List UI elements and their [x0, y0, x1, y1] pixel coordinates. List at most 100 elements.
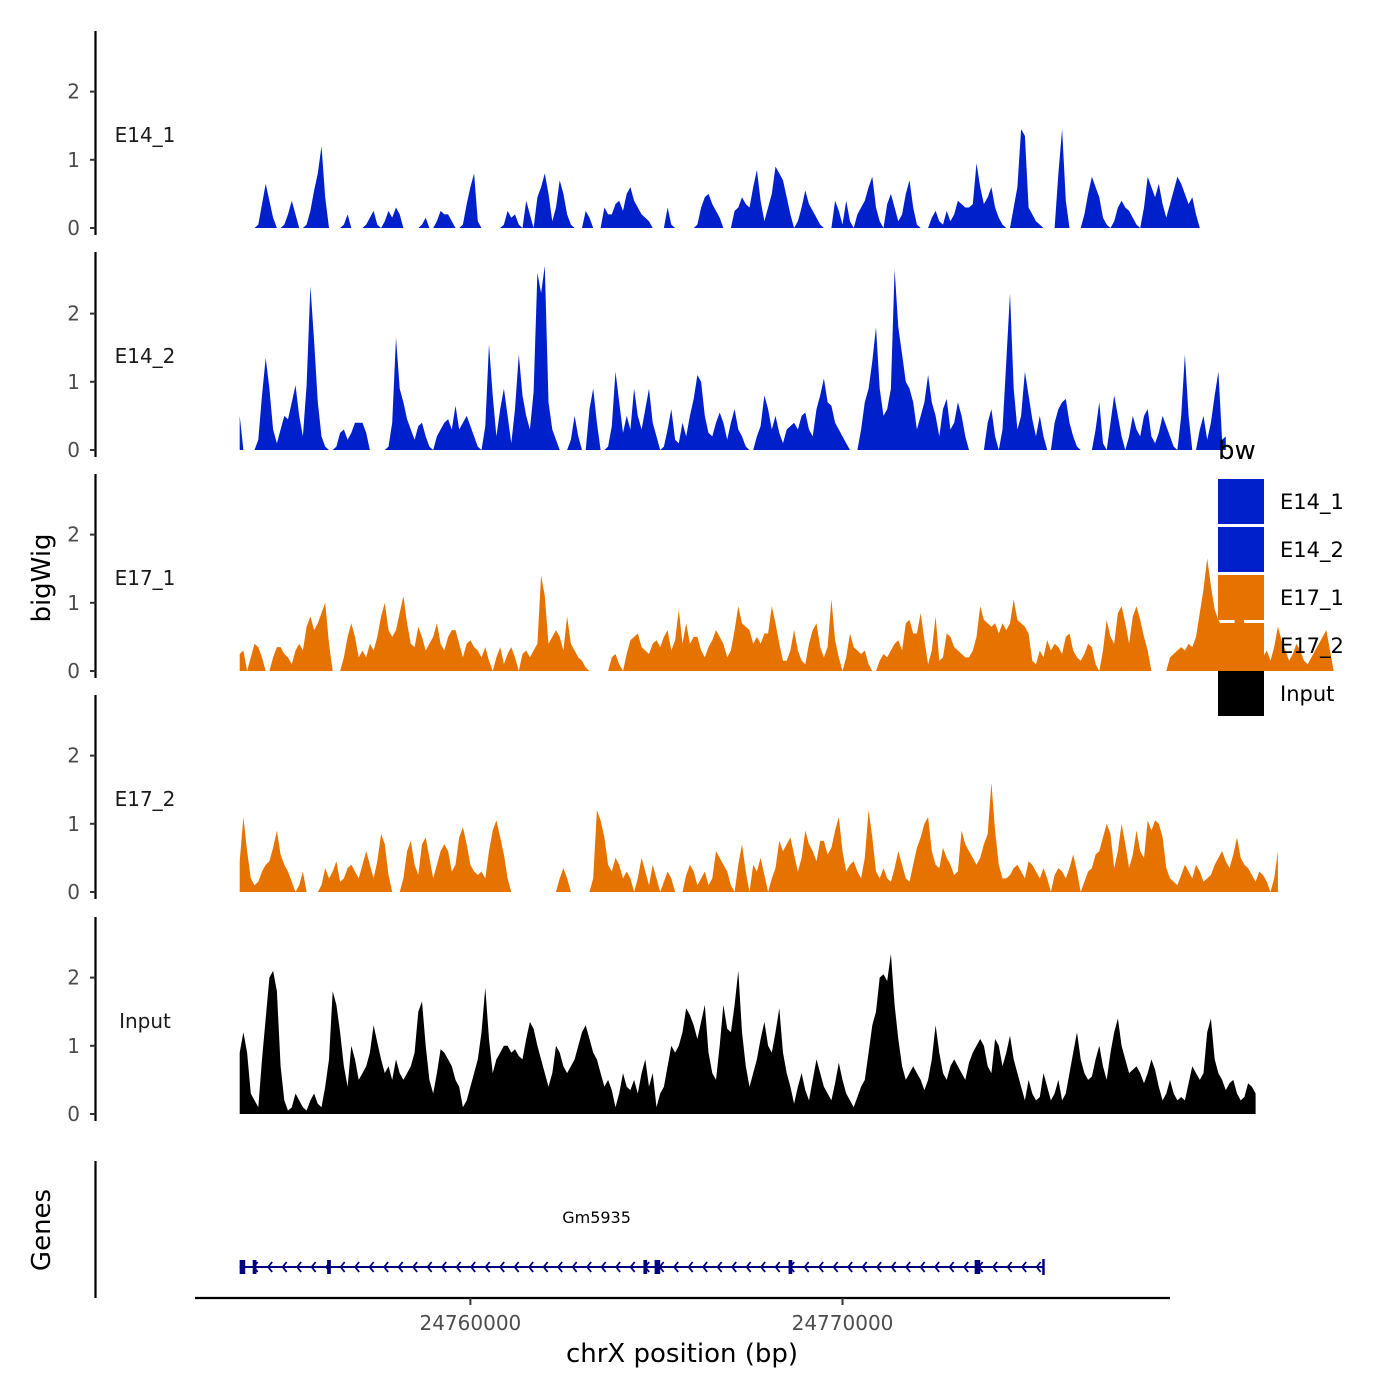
gene-Gm5935: Gm5935 — [239, 1208, 1045, 1275]
strand-arrow — [861, 1261, 868, 1273]
strand-arrow — [1021, 1261, 1027, 1273]
y-axis-title: bigWig — [27, 533, 57, 622]
y-tick-label: 2 — [67, 80, 80, 104]
y-tick-label: 2 — [67, 523, 80, 547]
legend-label: Input — [1280, 682, 1334, 706]
x-ticks: 24760000 24770000 — [419, 1298, 893, 1335]
strand-arrow — [731, 1261, 737, 1273]
strand-arrow — [455, 1261, 462, 1273]
legend-entry-E17_1: E17_1 — [1218, 575, 1344, 620]
gene-name-label: Gm5935 — [562, 1208, 631, 1227]
strand-arrow — [383, 1261, 389, 1273]
y-tick-label: 0 — [67, 880, 80, 904]
strand-arrow — [905, 1261, 911, 1273]
coverage-area-Input — [239, 953, 1256, 1114]
legend-title: bw — [1218, 436, 1256, 466]
gene-models: Gm5935 — [239, 1208, 1045, 1275]
track-Input: 0 1 2 Input — [67, 917, 1256, 1126]
coverage-area-E17_2 — [239, 782, 1278, 892]
legend-swatch — [1218, 671, 1264, 716]
legend-label: E14_1 — [1280, 490, 1344, 515]
strand-arrow — [571, 1261, 578, 1273]
legend-swatch — [1218, 623, 1264, 668]
genes-track: Genes Gm5935 — [27, 1161, 1045, 1298]
strand-arrow — [368, 1261, 375, 1273]
coverage-tracks: 0 1 2 E14_1 0 1 2 E14_2 0 1 2 E17_1 0 1 2 E17_2 0 1 2 Input — [67, 31, 1334, 1126]
x-tick-label: 24770000 — [792, 1311, 894, 1335]
strand-arrow — [890, 1261, 897, 1273]
strand-arrow — [426, 1261, 433, 1273]
genes-track-title: Genes — [27, 1189, 57, 1271]
strand-arrow — [629, 1261, 636, 1273]
strand-arrow — [803, 1261, 810, 1273]
strand-arrow — [397, 1261, 404, 1273]
strand-arrow — [687, 1261, 694, 1273]
legend-entry-Input: Input — [1218, 671, 1334, 716]
legend-swatch — [1218, 527, 1264, 572]
strand-arrow — [818, 1261, 824, 1273]
strand-arrow — [992, 1261, 998, 1273]
strand-arrow — [441, 1261, 447, 1273]
gene-exon — [239, 1260, 246, 1274]
track-E14_1: 0 1 2 E14_1 — [67, 31, 1204, 240]
track-label: E14_2 — [115, 344, 176, 368]
track-label: Input — [119, 1009, 171, 1033]
strand-arrow — [513, 1261, 520, 1273]
strand-arrow — [745, 1261, 752, 1273]
y-tick-label: 2 — [67, 966, 80, 990]
gene-exon — [974, 1260, 981, 1274]
y-tick-label: 0 — [67, 438, 80, 462]
legend-entries: E14_1 E14_2 E17_1 E17_2 Input — [1218, 479, 1344, 716]
gene-exon — [788, 1260, 793, 1274]
strand-arrow — [963, 1261, 969, 1273]
strand-arrow — [310, 1261, 317, 1273]
strand-arrow — [847, 1261, 853, 1273]
legend-entry-E17_2: E17_2 — [1218, 623, 1344, 668]
strand-arrow — [470, 1261, 476, 1273]
x-axis-title: chrX position (bp) — [566, 1339, 798, 1369]
strand-arrow — [876, 1261, 882, 1273]
y-tick-label: 2 — [67, 744, 80, 768]
strand-arrow — [586, 1261, 592, 1273]
x-axis: 24760000 24770000 chrX position (bp) — [195, 1296, 1170, 1369]
strand-arrow — [528, 1261, 534, 1273]
strand-arrow — [760, 1261, 766, 1273]
gene-exon — [327, 1260, 331, 1274]
strand-arrow — [948, 1261, 955, 1273]
legend-entry-E14_1: E14_1 — [1218, 479, 1344, 524]
track-E17_2: 0 1 2 E17_2 — [67, 695, 1278, 904]
strand-arrow — [484, 1261, 491, 1273]
strand-arrow — [354, 1261, 360, 1273]
strand-arrow — [557, 1261, 563, 1273]
strand-arrow — [774, 1261, 781, 1273]
track-label: E17_2 — [115, 787, 176, 811]
gene-exon — [252, 1260, 257, 1274]
y-tick-label: 0 — [67, 216, 80, 240]
legend-entry-E14_2: E14_2 — [1218, 527, 1344, 572]
y-tick-label: 1 — [67, 812, 80, 836]
gene-exon — [643, 1260, 648, 1274]
legend-swatch — [1218, 479, 1264, 524]
strand-arrow — [339, 1261, 346, 1273]
strand-arrow — [1035, 1261, 1042, 1273]
track-E14_2: 0 1 2 E14_2 — [67, 252, 1226, 462]
strand-arrow — [412, 1261, 418, 1273]
track-E17_1: 0 1 2 E17_1 — [67, 474, 1334, 683]
strand-arrow — [615, 1261, 621, 1273]
y-tick-label: 1 — [67, 148, 80, 172]
strand-arrow — [934, 1261, 940, 1273]
coverage-area-E17_1 — [239, 558, 1334, 671]
strand-arrow — [296, 1261, 302, 1273]
legend-label: E17_2 — [1280, 634, 1344, 659]
legend: bw E14_1 E14_2 E17_1 E17_2 Input — [1218, 436, 1344, 716]
coverage-area-E14_2 — [239, 265, 1226, 450]
strand-arrow — [919, 1261, 926, 1273]
legend-swatch — [1218, 575, 1264, 620]
y-tick-label: 1 — [67, 370, 80, 394]
coverage-area-E14_1 — [239, 129, 1204, 228]
legend-label: E14_2 — [1280, 538, 1344, 563]
strand-arrow — [499, 1261, 505, 1273]
strand-arrow — [673, 1261, 679, 1273]
strand-arrow — [542, 1261, 549, 1273]
